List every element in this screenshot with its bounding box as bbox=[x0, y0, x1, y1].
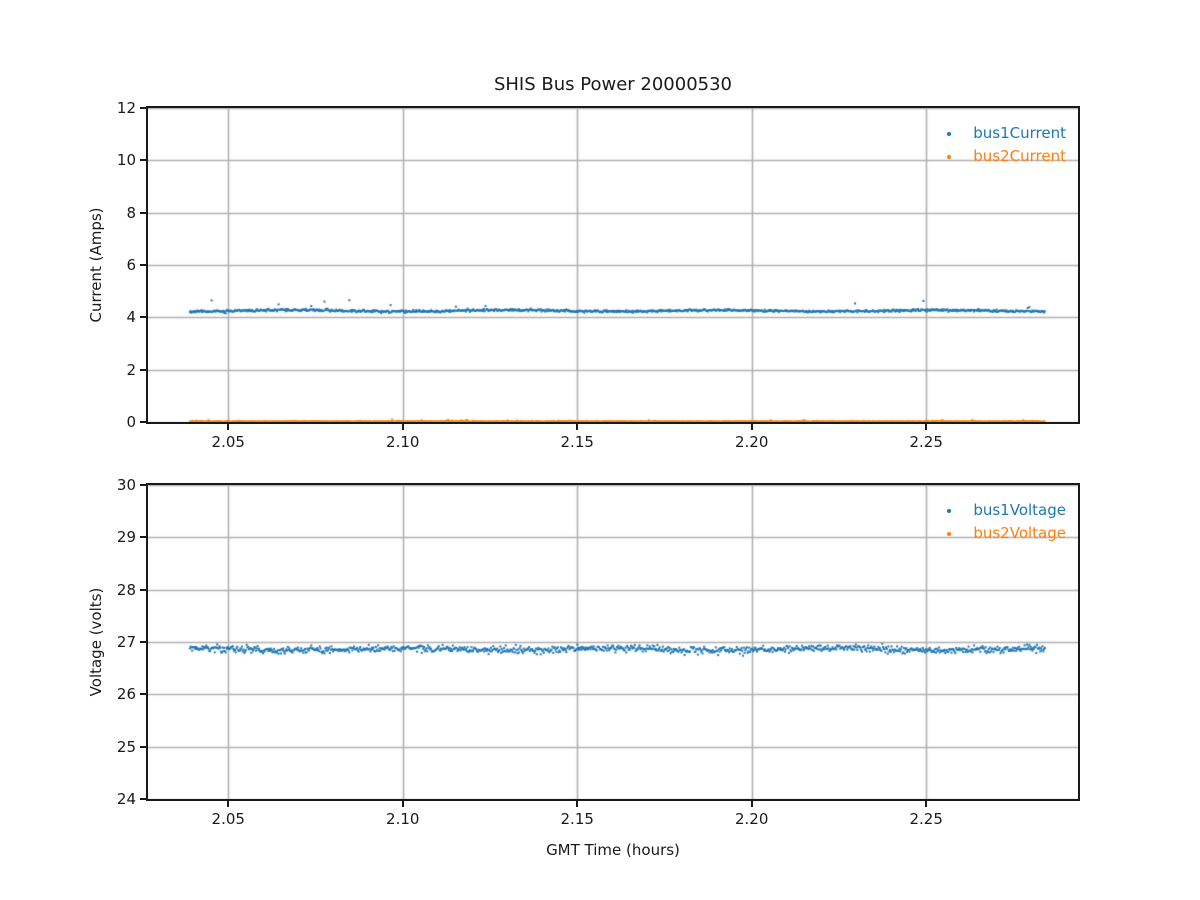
y-tick-label: 8 bbox=[126, 203, 136, 222]
y-tick-label: 0 bbox=[126, 413, 136, 431]
x-tick-label: 2.20 bbox=[735, 810, 769, 828]
y-tick bbox=[140, 264, 146, 266]
y-tick bbox=[140, 211, 146, 214]
voltage-plot-canvas bbox=[148, 485, 1078, 799]
y-tick bbox=[140, 798, 146, 800]
y-tick bbox=[140, 159, 146, 162]
y-tick-label: 4 bbox=[126, 308, 136, 327]
y-tick bbox=[140, 641, 146, 643]
y-tick-label: 25 bbox=[116, 737, 136, 756]
legend-label-bus2current: bus2Current bbox=[973, 147, 1066, 165]
legend-item-bus1current: bus1Current bbox=[941, 122, 1066, 145]
x-tick-label: 2.20 bbox=[735, 433, 769, 451]
y-tick-label: 26 bbox=[116, 685, 136, 704]
x-tick-label: 2.10 bbox=[386, 810, 420, 828]
x-tick-label: 2.10 bbox=[386, 433, 420, 451]
chart-title: SHIS Bus Power 20000530 bbox=[493, 74, 733, 95]
x-axis-title: GMT Time (hours) bbox=[546, 841, 680, 859]
x-tick-label: 2.25 bbox=[909, 433, 943, 451]
legend-item-bus1voltage: bus1Voltage bbox=[941, 499, 1066, 522]
legend-item-bus2voltage: bus2Voltage bbox=[941, 522, 1066, 545]
y-tick-label: 30 bbox=[116, 476, 136, 494]
y-tick bbox=[140, 316, 146, 319]
x-tick bbox=[227, 424, 230, 430]
legend-label-bus1voltage: bus1Voltage bbox=[973, 501, 1066, 519]
y-tick bbox=[140, 588, 146, 591]
x-tick-label: 2.05 bbox=[211, 810, 245, 828]
bus1voltage-dot-icon bbox=[947, 508, 952, 513]
y-tick bbox=[140, 368, 146, 371]
x-tick bbox=[925, 424, 928, 430]
x-tick-label: 2.25 bbox=[909, 810, 943, 828]
y-tick-label: 6 bbox=[126, 256, 136, 274]
y-tick bbox=[140, 745, 146, 748]
x-tick bbox=[750, 801, 753, 807]
y-tick-label: 27 bbox=[116, 633, 136, 651]
voltage-plot-area: bus1Voltage bus2Voltage bbox=[146, 483, 1080, 801]
y-tick-label: 12 bbox=[116, 99, 136, 117]
x-tick bbox=[576, 424, 579, 430]
voltage-plot-legend: bus1Voltage bus2Voltage bbox=[941, 499, 1066, 545]
x-tick bbox=[401, 424, 404, 430]
x-tick-label: 2.05 bbox=[211, 433, 245, 451]
y-tick bbox=[140, 536, 146, 539]
bus2voltage-dot-icon bbox=[947, 531, 952, 536]
x-tick bbox=[401, 801, 404, 807]
legend-label-bus1current: bus1Current bbox=[973, 124, 1066, 142]
y-tick-label: 2 bbox=[126, 360, 136, 379]
current-plot-area: bus1Current bus2Current bbox=[146, 106, 1080, 424]
y-tick-label: 29 bbox=[116, 528, 136, 547]
y-tick bbox=[140, 693, 146, 696]
y-tick-label: 10 bbox=[116, 151, 136, 170]
y-tick-label: 24 bbox=[116, 790, 136, 808]
current-plot-legend: bus1Current bus2Current bbox=[941, 122, 1066, 168]
y-tick bbox=[140, 421, 146, 423]
y-tick-label: 28 bbox=[116, 580, 136, 599]
x-tick bbox=[576, 801, 579, 807]
x-tick bbox=[750, 424, 753, 430]
x-tick-label: 2.15 bbox=[560, 433, 594, 451]
legend-item-bus2current: bus2Current bbox=[941, 145, 1066, 168]
x-tick-label: 2.15 bbox=[560, 810, 594, 828]
x-tick bbox=[227, 801, 230, 807]
bus1current-dot-icon bbox=[947, 131, 952, 136]
y-tick bbox=[140, 484, 146, 486]
y-tick bbox=[140, 107, 146, 109]
current-plot-canvas bbox=[148, 108, 1078, 422]
x-tick bbox=[925, 801, 928, 807]
bus2current-dot-icon bbox=[947, 154, 952, 159]
legend-label-bus2voltage: bus2Voltage bbox=[973, 524, 1066, 542]
